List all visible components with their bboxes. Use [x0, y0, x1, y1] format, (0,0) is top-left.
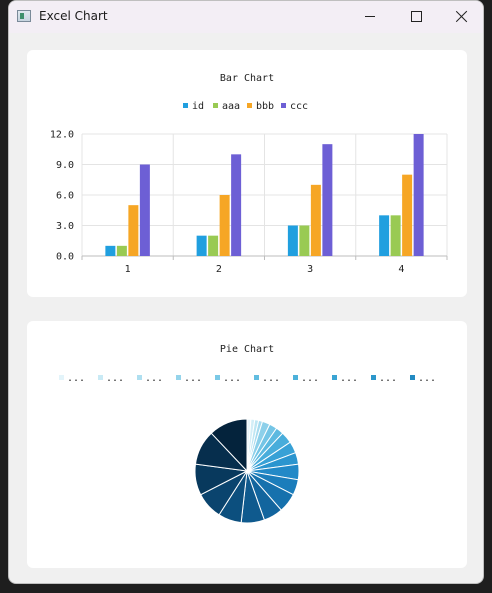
minimize-icon: [365, 16, 375, 17]
pie-legend-label: ...: [184, 373, 202, 384]
bar-id-4: [379, 215, 390, 256]
pie-legend-label: ...: [106, 373, 124, 384]
bar-aaa-1: [116, 245, 127, 256]
pie-legend-label: ...: [301, 373, 319, 384]
pie-legend-marker: [215, 375, 220, 380]
bar-id-1: [105, 245, 116, 256]
y-tick-label: 6.0: [56, 191, 74, 202]
bar-bbb-3: [310, 184, 321, 256]
pie-legend-marker: [59, 375, 64, 380]
bar-ccc-3: [322, 144, 333, 256]
pie-legend-marker: [410, 375, 415, 380]
bar-bbb-2: [219, 195, 230, 256]
bar-chart-panel: Bar Chart id aaa bbb ccc 0.0 3.0 6.0 9.0 12.0 1 2 3 4: [27, 50, 467, 297]
x-tick-label: 1: [125, 264, 131, 275]
close-button[interactable]: [439, 1, 483, 33]
legend-marker-ccc: [281, 103, 286, 108]
pie-legend-label: ...: [418, 373, 436, 384]
pie-legend-marker: [176, 375, 181, 380]
app-window: Excel Chart Bar Chart id aaa bbb ccc 0.0 3.0 6.…: [8, 0, 484, 584]
y-tick-label: 0.0: [56, 252, 74, 263]
x-tick-label: 4: [398, 264, 404, 275]
table-app-icon: [17, 10, 31, 22]
close-icon: [455, 10, 469, 24]
bar-ccc-1: [139, 164, 150, 256]
x-tick-label: 3: [307, 264, 313, 275]
pie-legend-label: ...: [340, 373, 358, 384]
minimize-button[interactable]: [347, 1, 393, 33]
bar-id-3: [287, 225, 298, 256]
legend-marker-aaa: [213, 103, 218, 108]
maximize-icon: [411, 11, 422, 22]
bar-bbb-4: [402, 174, 413, 256]
legend-label-bbb: bbb: [256, 101, 274, 112]
legend-marker-id: [183, 103, 188, 108]
y-tick-label: 12.0: [50, 130, 74, 141]
x-tick-label: 2: [216, 264, 222, 275]
y-tick-label: 9.0: [56, 160, 74, 171]
bar-id-2: [196, 235, 207, 256]
pie-chart-panel: Pie Chart..............................: [27, 321, 467, 568]
bar-ccc-2: [231, 154, 242, 256]
pie-legend-marker: [98, 375, 103, 380]
pie-legend-label: ...: [379, 373, 397, 384]
pie-slice-20: [210, 418, 248, 473]
pie-legend-marker: [293, 375, 298, 380]
bar-chart: Bar Chart id aaa bbb ccc 0.0 3.0 6.0 9.0 12.0 1 2 3 4: [50, 73, 448, 275]
window-title: Excel Chart: [39, 9, 108, 23]
legend-label-ccc: ccc: [290, 101, 308, 112]
pie-chart-title: Pie Chart: [220, 344, 274, 355]
legend-marker-bbb: [247, 103, 252, 108]
bar-aaa-2: [208, 235, 219, 256]
pie-legend-label: ...: [67, 373, 85, 384]
bar-bbb-1: [128, 205, 139, 256]
bar-ccc-4: [413, 134, 424, 256]
pie-legend-label: ...: [223, 373, 241, 384]
pie-legend-marker: [332, 375, 337, 380]
pie-chart: Pie Chart..............................: [59, 344, 436, 524]
bar-aaa-4: [390, 215, 401, 256]
legend-label-aaa: aaa: [222, 101, 240, 112]
y-tick-label: 3.0: [56, 221, 74, 232]
pie-legend-marker: [254, 375, 259, 380]
title-bar[interactable]: Excel Chart: [9, 1, 483, 33]
pie-legend-marker: [137, 375, 142, 380]
bar-aaa-3: [299, 225, 310, 256]
legend-label-id: id: [192, 101, 204, 112]
bar-chart-title: Bar Chart: [220, 73, 274, 84]
pie-legend-label: ...: [262, 373, 280, 384]
pie-legend-marker: [371, 375, 376, 380]
pie-legend-label: ...: [145, 373, 163, 384]
maximize-button[interactable]: [393, 1, 439, 33]
